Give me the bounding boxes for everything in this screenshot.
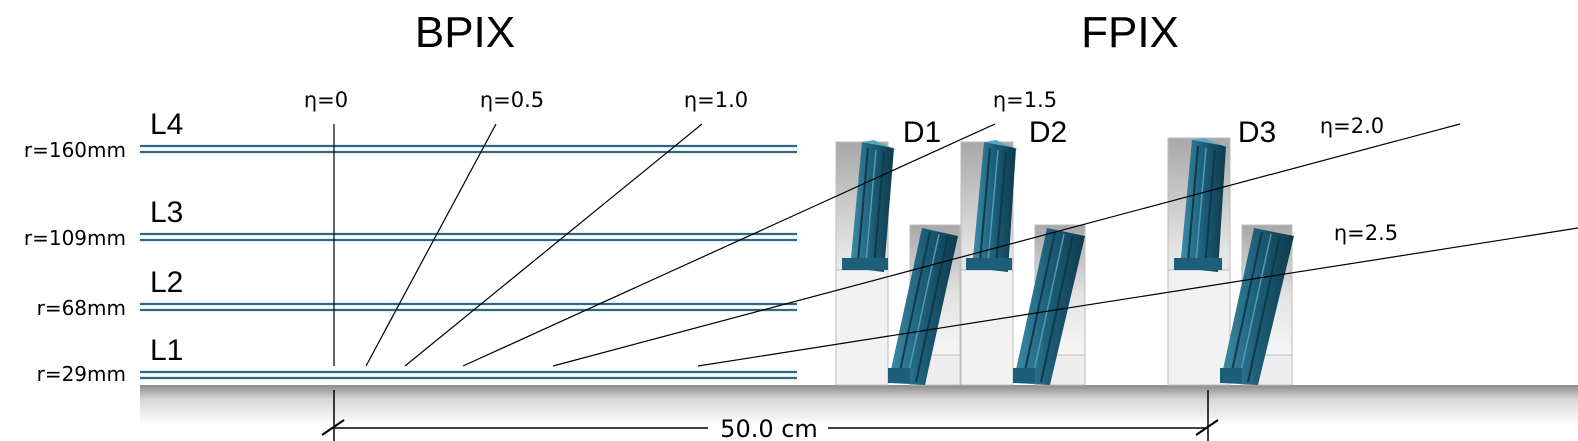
eta-line-2.0 [552,123,1461,367]
disk-modules [842,138,1294,385]
scale-label: 50.0 cm [720,415,818,441]
eta-line-0.5 [365,123,497,367]
layer-line-l4 [140,144,797,154]
fpix-title: FPIX [1081,8,1179,57]
eta-label-0: η=0 [304,88,348,112]
eta-line-1.0 [404,123,703,367]
layer-label-l2: L2 [150,266,183,299]
floor-support [140,385,1578,425]
barrel-layers [140,144,797,380]
radius-label-l2: r=68mm [37,296,126,320]
eta-label-0.5: η=0.5 [480,88,544,112]
layer-label-l4: L4 [150,108,183,141]
scale-bar [321,390,1219,441]
disk-label-d1: D1 [903,116,941,149]
eta-label-2.5: η=2.5 [1334,221,1398,245]
layer-line-l3 [140,232,797,242]
eta-label-1.5: η=1.5 [993,88,1057,112]
eta-line-2.5 [697,227,1578,367]
layer-label-l3: L3 [150,196,183,229]
eta-label-2.0: η=2.0 [1320,114,1384,138]
eta-label-1.0: η=1.0 [684,88,748,112]
bpix-title: BPIX [415,8,515,57]
eta-lines [333,123,1578,367]
layer-line-l2 [140,302,797,312]
layer-line-l1 [140,370,797,380]
eta-line-1.5 [462,123,996,367]
radius-label-l1: r=29mm [37,362,126,386]
radius-label-l3: r=109mm [24,226,126,250]
layer-label-l1: L1 [150,334,183,367]
disk-label-d2: D2 [1029,116,1067,149]
disk-label-d3: D3 [1238,116,1276,149]
radius-label-l4: r=160mm [24,138,126,162]
